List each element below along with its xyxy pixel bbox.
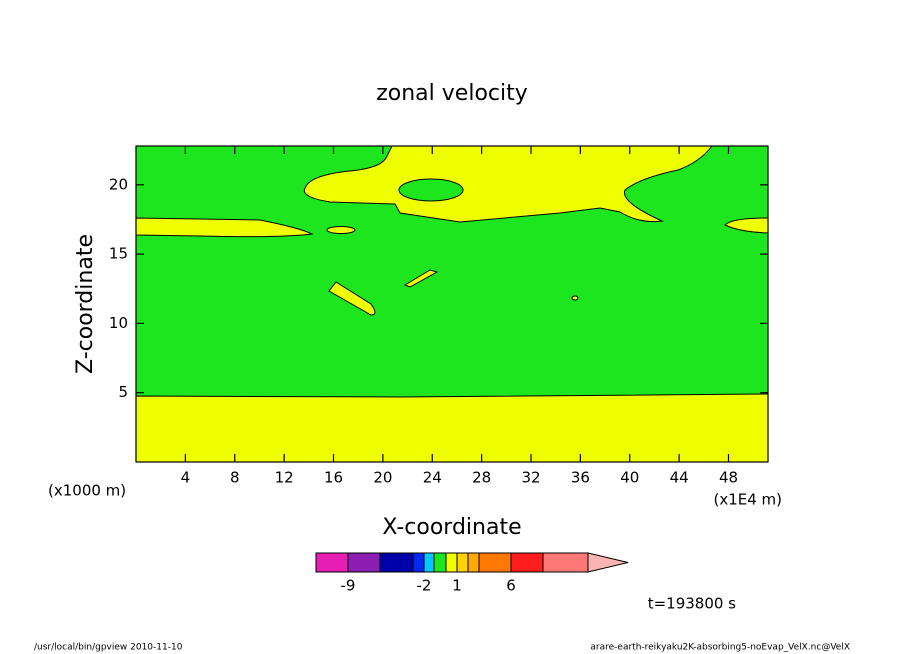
- footer-right: arare-earth-reikyaku2K-absorbing5-noEvap…: [590, 643, 850, 653]
- colorbar-tick-label: 6: [506, 577, 516, 595]
- region-yellow: [724, 217, 769, 234]
- contour-field: [135, 145, 769, 463]
- y-tick-label: 5: [118, 383, 128, 401]
- region-yellow: [328, 281, 376, 316]
- y-tick-label: 10: [109, 314, 128, 332]
- region-green: [398, 178, 464, 202]
- x-tick-label: 24: [423, 469, 442, 487]
- x-tick-label: 40: [620, 469, 639, 487]
- colorbar-tick-label: -2: [417, 577, 432, 595]
- x-tick-label: 48: [719, 469, 738, 487]
- colorbar-segment: [510, 552, 544, 573]
- colorbar-segment: [412, 552, 425, 573]
- annotation: t=193800 s: [648, 595, 736, 613]
- y-unit: (x1000 m): [48, 482, 126, 500]
- x-axis-label: X-coordinate: [382, 515, 521, 540]
- colorbar-segment: [542, 552, 589, 573]
- x-tick-label: 16: [324, 469, 343, 487]
- x-tick-label: 20: [373, 469, 392, 487]
- x-tick-label: 44: [670, 469, 689, 487]
- colorbar-segment: [315, 552, 349, 573]
- y-tick-label: 20: [109, 175, 128, 193]
- chart-title: zonal velocity: [376, 81, 528, 106]
- colorbar-tick-label: -9: [341, 577, 356, 595]
- colorbar-segment: [347, 552, 381, 573]
- colorbar-extension: [587, 552, 629, 573]
- colorbar-segment: [445, 552, 458, 573]
- x-tick-label: 8: [230, 469, 240, 487]
- region-yellow: [403, 269, 439, 288]
- x-tick-label: 4: [181, 469, 191, 487]
- colorbar-segment: [423, 552, 435, 573]
- colorbar-tick-label: 1: [452, 577, 462, 595]
- x-tick-label: 32: [521, 469, 540, 487]
- x-tick-label: 12: [275, 469, 294, 487]
- region-yellow: [135, 393, 769, 463]
- plot-frame: [135, 145, 769, 463]
- colorbar-segment: [433, 552, 447, 573]
- region-yellow: [571, 295, 579, 301]
- x-unit: (x1E4 m): [713, 491, 782, 509]
- region-yellow: [135, 217, 314, 238]
- colorbar-segment: [467, 552, 480, 573]
- region-yellow: [326, 226, 356, 234]
- colorbar-segment: [379, 552, 414, 573]
- x-tick-label: 28: [472, 469, 491, 487]
- x-tick-label: 36: [571, 469, 590, 487]
- colorbar-segment: [478, 552, 512, 573]
- y-tick-label: 15: [109, 245, 128, 263]
- region-yellow: [303, 145, 714, 223]
- y-axis-label: Z-coordinate: [73, 234, 98, 374]
- footer-left: /usr/local/bin/gpview 2010-11-10: [34, 643, 183, 653]
- colorbar-segment: [456, 552, 469, 573]
